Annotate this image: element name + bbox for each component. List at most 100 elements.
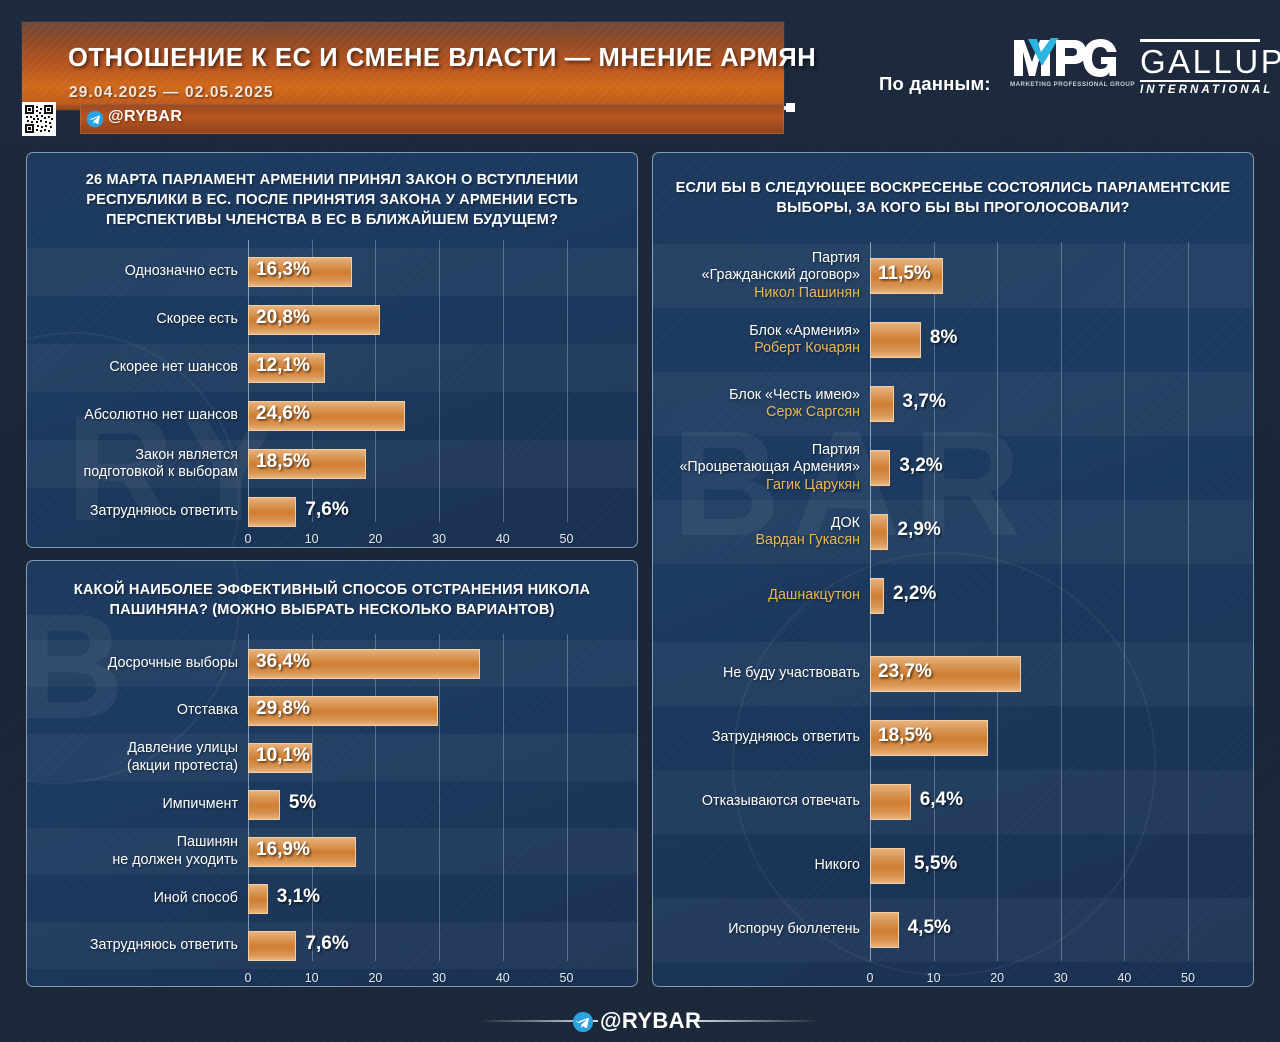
- panel-background: [652, 152, 1254, 987]
- category-label: Блок «Честь имею» Серж Саргсян: [729, 386, 860, 421]
- chart-bar: [248, 401, 405, 431]
- chart-bar: [870, 514, 889, 550]
- x-axis-tick-label: 40: [495, 532, 510, 546]
- chart-bar: [248, 695, 438, 726]
- header-handle-text: @RYBAR: [108, 108, 183, 125]
- mpg-logo: MARKETING PROFESSIONAL GROUP: [1010, 36, 1134, 88]
- category-label: Отставка: [176, 701, 238, 718]
- x-axis-tick-label: 10: [304, 971, 319, 985]
- bar-value-label: 3,2%: [899, 455, 943, 476]
- gallup-logo-word: GALLUP: [1140, 43, 1280, 80]
- chart-row: ДОК Вардан Гукасян 2,9%: [652, 500, 1254, 564]
- chart-row: Однозначно есть 16,3%: [26, 248, 638, 296]
- bar-value-label: 10,1%: [256, 744, 310, 766]
- chart-row: Партия «Гражданский договор» Никол Пашинян…: [652, 244, 1254, 308]
- chart-row: Давление улицы (акции протеста) 10,1%: [26, 734, 638, 781]
- row-stripe: [652, 372, 1254, 436]
- x-axis-tick-label: 20: [368, 971, 383, 985]
- gallup-logo: GALLUP INTERNATIONAL: [1140, 39, 1280, 96]
- chart-title-2: КАКОЙ НАИБОЛЕЕ ЭФФЕКТИВНЫЙ СПОСОБ ОТСТРА…: [73, 582, 591, 618]
- chart-bar: [248, 257, 352, 287]
- chart-bar: [248, 449, 366, 479]
- chart-bar: [870, 322, 921, 358]
- x-axis-tick-label: 20: [990, 971, 1005, 985]
- gallup-rule-top: [1140, 39, 1260, 42]
- chart-plot-area-2: 0 10 20 30 40 50 Досрочные выборы 36,4% Отставка…: [26, 634, 638, 987]
- chart-row: Затрудняюсь ответить 7,6%: [26, 922, 638, 969]
- bar-value-label: 23,7%: [878, 661, 932, 682]
- chart-row: Скорее нет шансов 12,1%: [26, 344, 638, 392]
- chart-panel-eu-membership: RY 26 МАРТА ПАРЛАМЕНТ АРМЕНИИ ПРИНЯЛ ЗАК…: [26, 152, 638, 548]
- gridline-10: [311, 634, 313, 961]
- category-label: Партия «Гражданский договор» Никол Пашинян: [701, 249, 860, 301]
- chart-plot-area-3: 0 10 20 30 40 50 Партия «Гражданский договор» Ни…: [652, 242, 1254, 987]
- chart-row: Досрочные выборы 36,4%: [26, 640, 638, 687]
- bar-value-label: 4,5%: [907, 917, 951, 938]
- category-label: Иной способ: [153, 889, 238, 906]
- gridline-50: [566, 634, 568, 961]
- gridline-30: [439, 634, 441, 961]
- x-axis-tick-label: 40: [495, 971, 510, 985]
- x-axis-tick-label: 0: [244, 971, 252, 985]
- gridline-10: [933, 242, 935, 961]
- x-axis-tick-label: 40: [1117, 971, 1132, 985]
- bar-value-label: 8%: [929, 327, 958, 348]
- chart-bar: [248, 930, 297, 961]
- chart-plot-area-1: 0 10 20 30 40 50 Однозначно есть 16,3% Скорее ес…: [26, 240, 638, 548]
- bar-value-label: 7,6%: [305, 499, 349, 520]
- bar-value-label: 16,3%: [256, 259, 310, 280]
- gridline-40: [502, 634, 504, 961]
- category-label: Затрудняюсь ответить: [89, 503, 238, 520]
- chart-panel-parliamentary-vote: BAR ЕСЛИ БЫ В СЛЕДУЮЩЕЕ ВОСКРЕСЕНЬЕ СОСТ…: [652, 152, 1254, 987]
- x-axis-tick-label: 30: [432, 532, 447, 546]
- chart-title-3: ЕСЛИ БЫ В СЛЕДУЮЩЕЕ ВОСКРЕСЕНЬЕ СОСТОЯЛИ…: [675, 180, 1231, 216]
- x-axis-tick-label: 50: [559, 971, 574, 985]
- bar-value-label: 36,4%: [256, 650, 310, 672]
- page-title: ОТНОШЕНИЕ К ЕС И СМЕНЕ ВЛАСТИ — МНЕНИЕ А…: [68, 44, 817, 72]
- row-stripe: [652, 500, 1254, 564]
- x-axis-tick-label: 0: [866, 971, 874, 985]
- category-label: Не буду участвовать: [723, 665, 860, 682]
- footer-rule-left: [478, 1020, 598, 1022]
- gridline-30: [439, 240, 441, 522]
- x-axis-tick-label: 50: [559, 532, 574, 546]
- category-label: Импичмент: [162, 795, 238, 812]
- row-stripe: [26, 922, 638, 969]
- chart-row: Никого 5,5%: [652, 834, 1254, 898]
- category-label: ДОК Вардан Гукасян: [755, 514, 860, 549]
- chart-bar: [870, 848, 905, 884]
- chart-bar: [870, 258, 944, 294]
- gridline-50: [1188, 242, 1189, 961]
- bar-value-label: 2,9%: [897, 519, 941, 540]
- bar-value-label: 3,1%: [276, 885, 321, 907]
- header-banner: ОТНОШЕНИЕ К ЕС И СМЕНЕ ВЛАСТИ — МНЕНИЕ А…: [22, 22, 816, 112]
- gridline-50: [566, 240, 568, 522]
- footer: @RYBAR: [0, 1000, 1280, 1042]
- panel-background: [26, 152, 638, 548]
- category-label: Затрудняюсь ответить: [89, 936, 238, 953]
- chart-bar: [248, 883, 268, 914]
- gridline-20: [997, 242, 999, 961]
- header-handle-band: [80, 104, 784, 134]
- category-label: Никого: [814, 857, 860, 874]
- chart-bar: [248, 789, 280, 820]
- chart-row: Отказываются отвечать 6,4%: [652, 770, 1254, 834]
- x-axis-tick-label: 20: [368, 532, 383, 546]
- category-label: Скорее есть: [156, 311, 238, 328]
- chart-bar: [870, 386, 894, 422]
- telegram-icon: [572, 1011, 594, 1033]
- chart-bar: [870, 656, 1021, 692]
- bar-value-label: 20,8%: [256, 307, 310, 328]
- bar-value-label: 5,5%: [913, 853, 958, 874]
- gallup-rule-mid: [1140, 80, 1260, 82]
- gridline-40: [502, 240, 504, 522]
- chart-row: Затрудняюсь ответить 7,6%: [26, 488, 638, 536]
- bar-value-label: 18,5%: [878, 725, 932, 746]
- chart-row: Блок «Честь имею» Серж Саргсян 3,7%: [652, 372, 1254, 436]
- chart-row: Иной способ 3,1%: [26, 875, 638, 922]
- chart-row: Пашинян не должен уходить 16,9%: [26, 828, 638, 875]
- chart-bar: [870, 720, 988, 756]
- chart-row: Испорчу бюллетень 4,5%: [652, 898, 1254, 962]
- bar-value-label: 24,6%: [256, 403, 310, 424]
- bar-value-label: 6,4%: [919, 789, 964, 810]
